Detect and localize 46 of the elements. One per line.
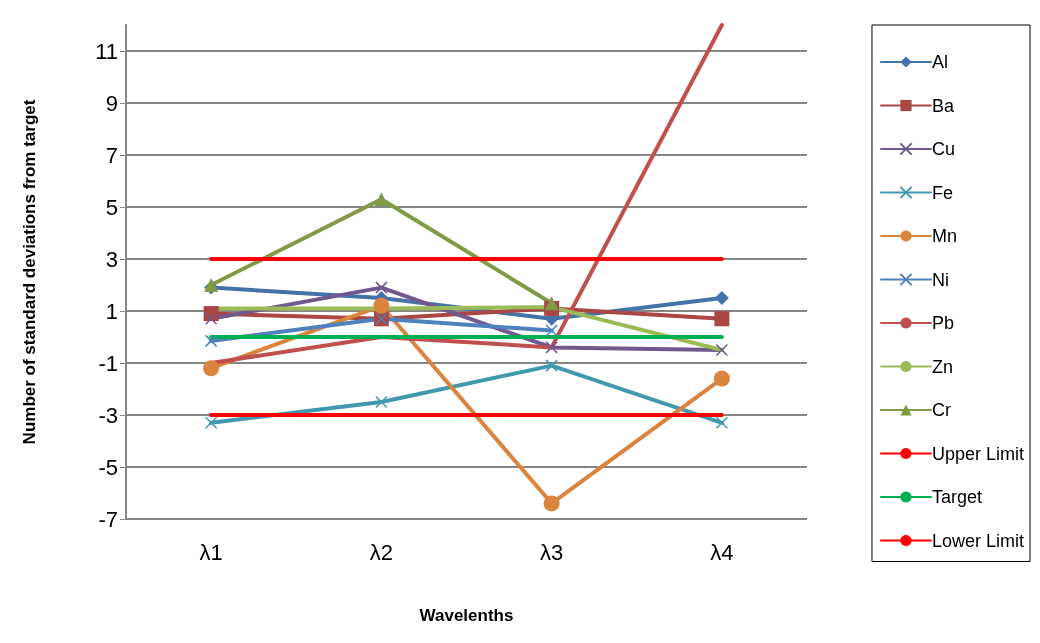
y-tick-label: -3: [98, 402, 118, 428]
point: [715, 416, 729, 430]
point: [374, 192, 389, 207]
y-tick-label: -1: [98, 350, 118, 376]
x-tick-label: λ3: [540, 539, 564, 565]
legend-label: Fe: [931, 182, 953, 203]
y-tick-label: 5: [105, 194, 118, 220]
legend-label: Pb: [931, 313, 954, 333]
y-tick-label: 11: [95, 38, 118, 64]
point: [204, 334, 218, 348]
point: [545, 324, 558, 337]
legend-label: Cr: [931, 400, 951, 420]
point: [543, 495, 560, 512]
point: [375, 395, 388, 409]
legend-label: Al: [931, 52, 948, 72]
point: [713, 370, 730, 387]
y-axis-title: Number of standard deviations from target: [20, 99, 39, 445]
x-tick-label: λ4: [710, 539, 734, 565]
x-tick-label: λ1: [199, 539, 223, 565]
point: [714, 311, 730, 327]
point: [544, 296, 559, 311]
legend-label: Zn: [931, 356, 953, 377]
point: [373, 297, 390, 314]
legend-label: Ba: [931, 95, 955, 116]
point: [714, 291, 729, 305]
legend-label: Mn: [931, 226, 957, 246]
legend-label: Ni: [931, 269, 949, 290]
point: [204, 312, 218, 326]
point: [375, 281, 388, 294]
point: [545, 341, 558, 354]
x-tick-label: λ2: [369, 539, 393, 565]
point: [545, 359, 558, 372]
legend-label: Lower Limit: [931, 530, 1024, 551]
x-axis-title: Wavelenths: [419, 606, 514, 625]
legend-label: Upper Limit: [931, 443, 1024, 464]
point: [204, 416, 218, 430]
y-tick-label: -5: [98, 454, 118, 480]
point: [715, 343, 729, 357]
y-tick-label: 1: [105, 298, 118, 324]
legend-label: Target: [931, 487, 982, 507]
y-tick-label: 7: [105, 142, 118, 168]
y-tick-label: 9: [105, 90, 118, 116]
legend-label: Cu: [931, 139, 955, 159]
point: [203, 360, 220, 377]
y-tick-label: -7: [98, 506, 118, 532]
y-tick-label: 3: [105, 246, 118, 272]
